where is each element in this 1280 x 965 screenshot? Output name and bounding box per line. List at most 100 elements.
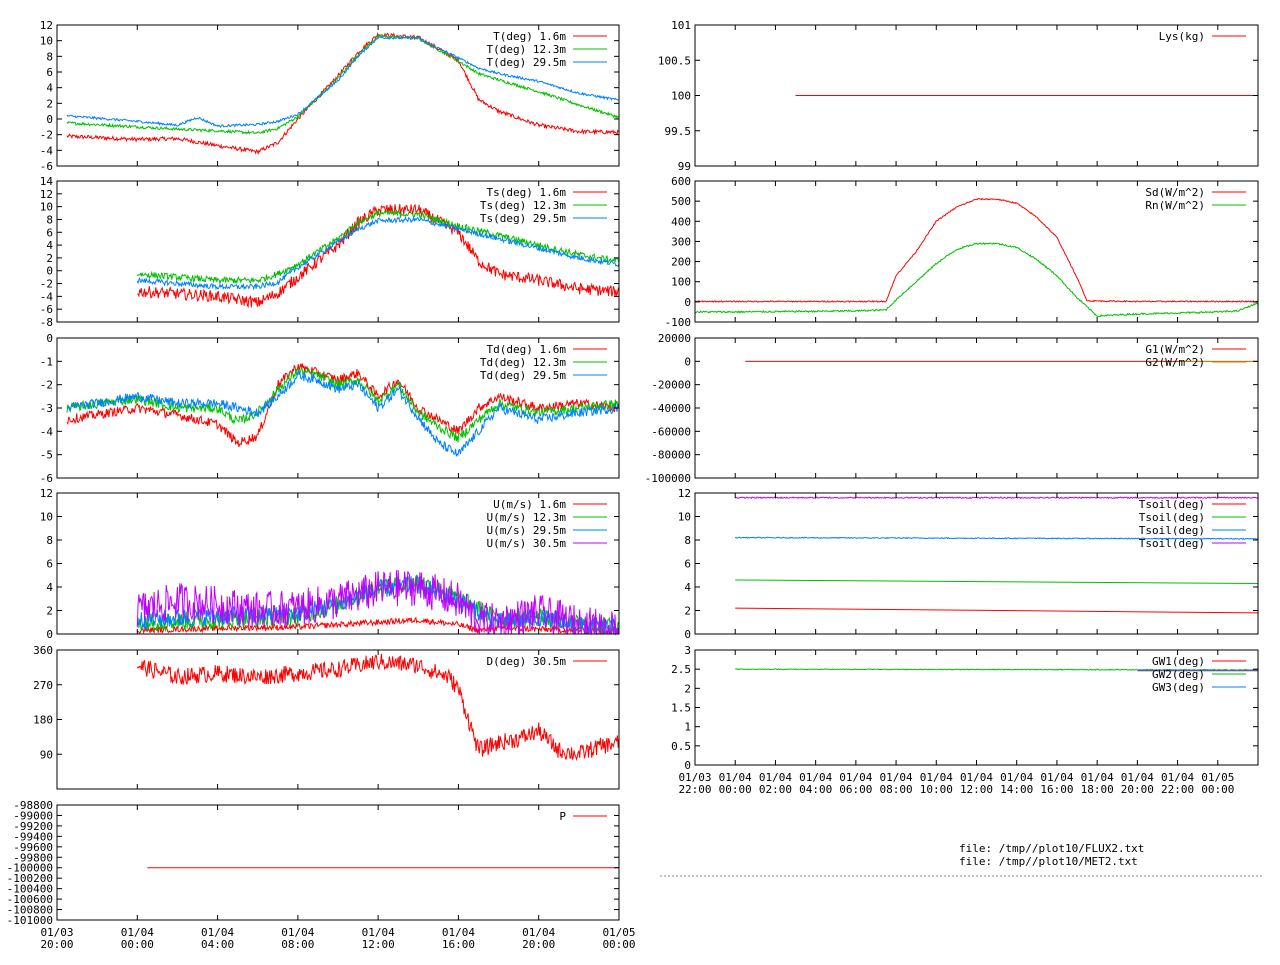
y-tick-label: 8 bbox=[46, 534, 53, 547]
y-tick-label: -100 bbox=[665, 316, 692, 329]
x-tick-label-date: 01/04 bbox=[960, 771, 993, 784]
y-tick-label: 4 bbox=[46, 239, 53, 252]
y-tick-label: 6 bbox=[684, 558, 691, 571]
panel-ground-water: 00.511.522.5301/0322:0001/0400:0001/0402… bbox=[671, 644, 1259, 796]
y-tick-label: 2 bbox=[684, 682, 691, 695]
y-tick-label: -40000 bbox=[651, 402, 691, 415]
x-tick-label-date: 01/04 bbox=[201, 926, 234, 939]
y-tick-label: 99 bbox=[678, 160, 691, 173]
y-tick-label: -2 bbox=[40, 278, 53, 291]
y-tick-label: -60000 bbox=[651, 425, 691, 438]
y-tick-label: -4 bbox=[40, 144, 54, 157]
y-tick-label: -99600 bbox=[13, 841, 53, 854]
y-tick-label: 180 bbox=[33, 714, 53, 727]
panel-soil-temperature: 024681012Tsoil(deg)Tsoil(deg)Tsoil(deg)T… bbox=[678, 487, 1259, 641]
y-tick-label: 12 bbox=[40, 487, 53, 500]
y-tick-label: 12 bbox=[678, 487, 691, 500]
y-tick-label: 0 bbox=[684, 355, 691, 368]
y-tick-label: 6 bbox=[46, 66, 53, 79]
y-tick-label: 2.5 bbox=[671, 663, 691, 676]
y-tick-label: -6 bbox=[40, 303, 53, 316]
y-tick-label: 100 bbox=[671, 90, 691, 103]
y-tick-label: 0.5 bbox=[671, 740, 691, 753]
x-tick-label-date: 01/04 bbox=[799, 771, 832, 784]
series-line-soil-temperature-2 bbox=[734, 536, 1259, 541]
y-tick-label: 101 bbox=[671, 19, 691, 32]
y-tick-label: -8 bbox=[40, 316, 53, 329]
y-tick-label: -3 bbox=[40, 402, 53, 415]
legend-label: Tsoil(deg) bbox=[1139, 537, 1205, 550]
x-tick-label-time: 20:00 bbox=[40, 938, 73, 951]
legend-label: Td(deg) 29.5m bbox=[480, 369, 566, 382]
y-tick-label: 3 bbox=[684, 644, 691, 657]
y-tick-label: 8 bbox=[46, 50, 53, 63]
x-tick-label-date: 01/03 bbox=[678, 771, 711, 784]
y-tick-label: 14 bbox=[40, 175, 54, 188]
panel-wind-direction: 90 180 270 360 D(deg) 30.5m bbox=[33, 644, 620, 790]
legend-label: GW2(deg) bbox=[1152, 668, 1205, 681]
x-tick-label-time: 04:00 bbox=[799, 783, 832, 796]
series-line-dewpoint-1 bbox=[66, 365, 620, 443]
y-tick-label: 4 bbox=[46, 82, 53, 95]
x-tick-label-date: 01/04 bbox=[880, 771, 913, 784]
plot-frame bbox=[56, 24, 620, 167]
series-line-wind-speed-3 bbox=[136, 569, 620, 636]
x-tick-label-time: 12:00 bbox=[362, 938, 395, 951]
panel-radiation: -100 0 100 200 300 400 500 600 Sd(W/m^2)Rn(W/m^2… bbox=[665, 175, 1259, 329]
y-tick-label: 0 bbox=[684, 759, 691, 772]
legend-label: Ts(deg) 12.3m bbox=[480, 199, 566, 212]
y-tick-label: 1 bbox=[684, 721, 691, 734]
y-tick-label: -100400 bbox=[7, 883, 53, 896]
y-tick-label: -101000 bbox=[7, 914, 53, 927]
y-tick-label: 90 bbox=[40, 748, 53, 761]
y-tick-label: -4 bbox=[40, 290, 54, 303]
x-tick-label-time: 04:00 bbox=[201, 938, 234, 951]
x-tick-label-time: 14:00 bbox=[1000, 783, 1033, 796]
y-tick-label: -99000 bbox=[13, 809, 53, 822]
legend-label: U(m/s) 1.6m bbox=[493, 498, 566, 511]
x-tick-label-date: 01/04 bbox=[759, 771, 792, 784]
x-tick-label-time: 12:00 bbox=[960, 783, 993, 796]
legend-label: G1(W/m^2) bbox=[1145, 343, 1205, 356]
y-tick-label: 100 bbox=[671, 276, 691, 289]
x-tick-label-time: 22:00 bbox=[678, 783, 711, 796]
x-tick-label-time: 00:00 bbox=[602, 938, 635, 951]
y-tick-label: -99400 bbox=[13, 830, 53, 843]
x-tick-label-date: 01/05 bbox=[602, 926, 635, 939]
panel-temperature: -6 -4 -2 0 2 4 6 8 10 12 T(deg) 1.6mT(deg) 12.3mT(… bbox=[40, 19, 620, 173]
y-tick-label: 300 bbox=[671, 235, 691, 248]
x-tick-label-time: 00:00 bbox=[121, 938, 154, 951]
legend-label: Tsoil(deg) bbox=[1139, 524, 1205, 537]
y-tick-label: 8 bbox=[684, 534, 691, 547]
y-tick-label: 10 bbox=[678, 511, 691, 524]
series-line-soil-temperature-0 bbox=[735, 607, 1259, 614]
series-line-dewpoint-2 bbox=[66, 369, 620, 457]
legend-label: Tsoil(deg) bbox=[1139, 498, 1205, 511]
legend-label: Lys(kg) bbox=[1159, 30, 1205, 43]
x-tick-label-time: 22:00 bbox=[1161, 783, 1194, 796]
y-tick-label: 12 bbox=[40, 19, 53, 32]
legend-label: G2(W/m^2) bbox=[1145, 356, 1205, 369]
y-tick-label: 6 bbox=[46, 226, 53, 239]
legend-label: D(deg) 30.5m bbox=[487, 655, 567, 668]
y-tick-label: 200 bbox=[671, 256, 691, 269]
y-tick-label: 1.5 bbox=[671, 702, 691, 715]
x-tick-label-date: 01/04 bbox=[1121, 771, 1154, 784]
legend-label: Sd(W/m^2) bbox=[1145, 186, 1205, 199]
y-tick-label: 10 bbox=[40, 35, 53, 48]
file-label: file: /tmp//plot10/FLUX2.txt bbox=[959, 842, 1144, 855]
y-tick-label: -100000 bbox=[645, 472, 691, 485]
series-line-soil-temperature-3 bbox=[735, 496, 1259, 500]
series-line-radiation-0 bbox=[694, 197, 1259, 303]
y-tick-label: 4 bbox=[46, 581, 53, 594]
y-tick-label: 2 bbox=[46, 97, 53, 110]
x-tick-label-date: 01/04 bbox=[1161, 771, 1194, 784]
series-line-soil-temperature-1 bbox=[735, 579, 1259, 584]
y-tick-label: 0 bbox=[46, 628, 53, 641]
legend-label: U(m/s) 12.3m bbox=[487, 511, 567, 524]
y-tick-label: -80000 bbox=[651, 449, 691, 462]
x-tick-label-time: 18:00 bbox=[1081, 783, 1114, 796]
